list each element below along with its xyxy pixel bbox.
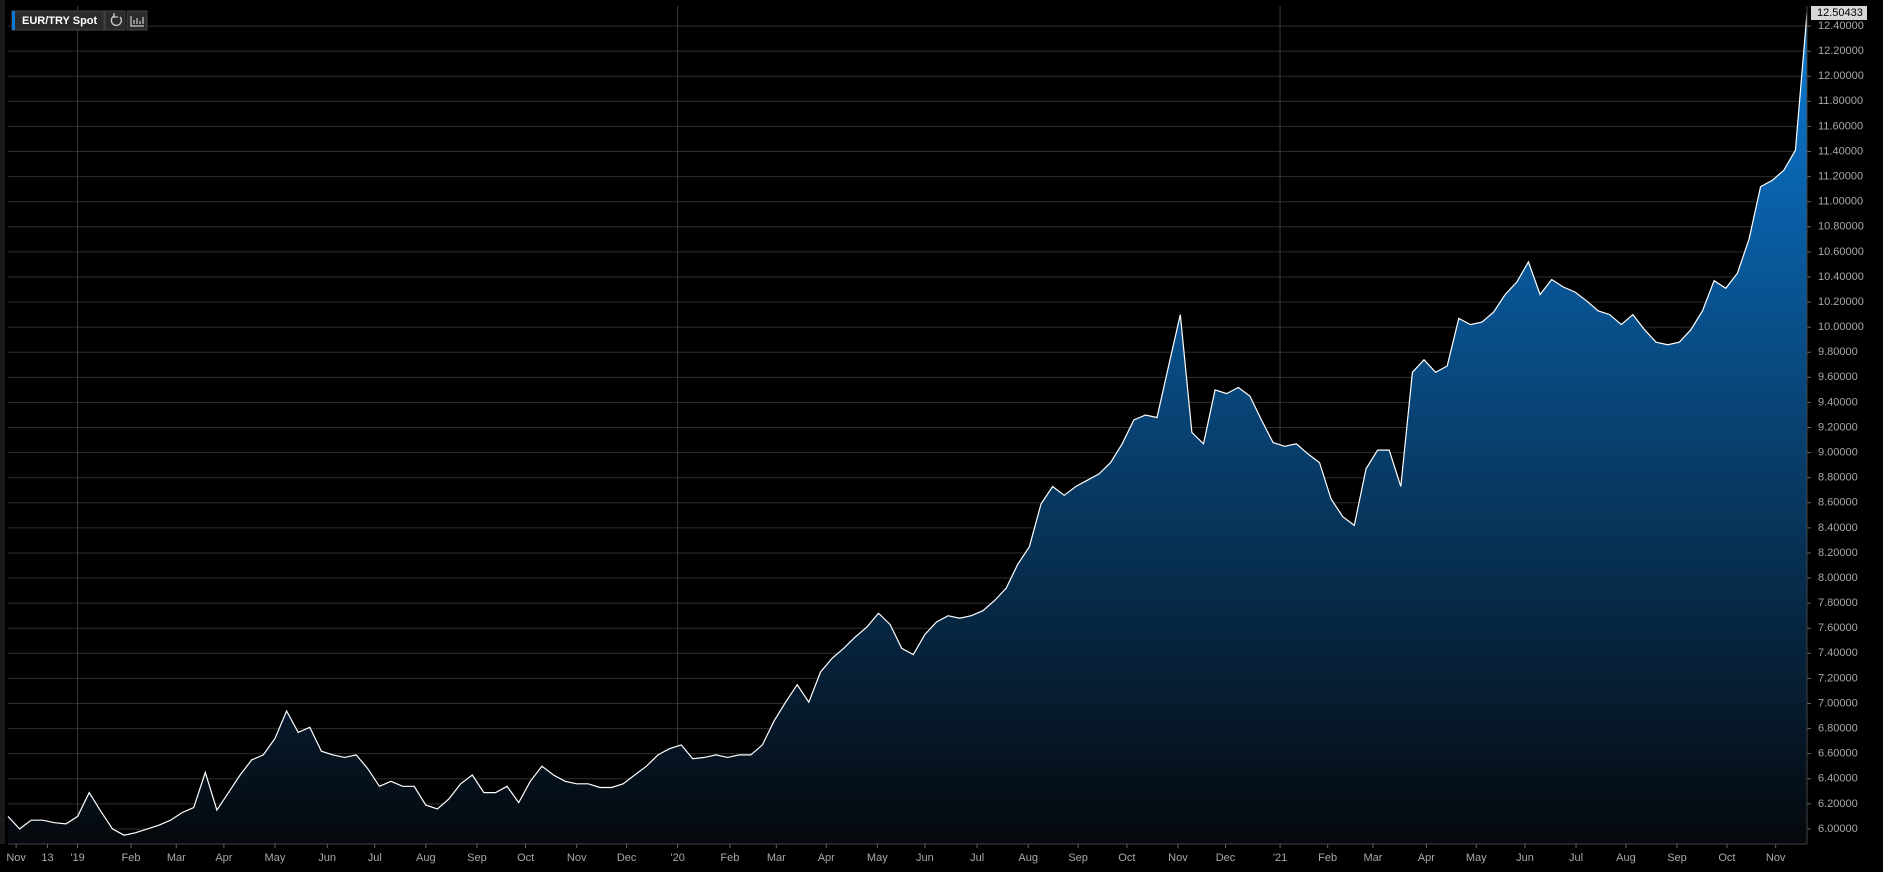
y-tick-label: 9.60000 bbox=[1818, 371, 1858, 383]
x-tick-label: Apr bbox=[1418, 852, 1435, 864]
y-tick-label: 11.00000 bbox=[1818, 196, 1863, 208]
x-tick-label: May bbox=[1466, 852, 1487, 864]
x-tick-label: Jul bbox=[368, 852, 382, 864]
y-tick-label: 12.20000 bbox=[1818, 45, 1864, 57]
y-tick-label: 11.20000 bbox=[1818, 171, 1863, 183]
y-tick-label: 12.00000 bbox=[1818, 70, 1864, 82]
y-tick-label: 11.80000 bbox=[1818, 95, 1863, 107]
x-tick-label: '20 bbox=[671, 852, 685, 864]
refresh-icon bbox=[110, 13, 122, 26]
y-tick-label: 8.40000 bbox=[1818, 522, 1858, 534]
y-tick-label: 7.20000 bbox=[1818, 672, 1858, 684]
refresh-button[interactable] bbox=[104, 10, 126, 31]
area bbox=[8, 13, 1807, 844]
y-tick-label: 11.40000 bbox=[1818, 145, 1863, 157]
y-tick-label: 8.20000 bbox=[1818, 547, 1858, 559]
y-tick-label: 11.60000 bbox=[1818, 120, 1863, 132]
y-tick-label: 8.00000 bbox=[1818, 572, 1858, 584]
y-tick-label: 10.00000 bbox=[1818, 321, 1864, 333]
last-price-box bbox=[1811, 5, 1867, 20]
x-tick-label: Aug bbox=[1616, 852, 1636, 864]
y-tick-label: 8.60000 bbox=[1818, 497, 1858, 509]
x-tick-label: May bbox=[265, 852, 286, 864]
legend-swatch bbox=[12, 11, 15, 30]
y-tick-label: 10.80000 bbox=[1818, 221, 1864, 233]
y-tick-label: 7.80000 bbox=[1818, 597, 1858, 609]
x-tick-label: Aug bbox=[1018, 852, 1038, 864]
y-tick-label: 10.20000 bbox=[1818, 296, 1864, 308]
chart-settings-icon bbox=[130, 16, 144, 27]
y-tick-label: 6.20000 bbox=[1818, 798, 1858, 810]
x-tick-label: Jun bbox=[916, 852, 934, 864]
x-tick-label: Apr bbox=[215, 852, 232, 864]
x-tick-label: Mar bbox=[167, 852, 186, 864]
legend: EUR/TRY Spot bbox=[11, 10, 148, 31]
x-tick-label: Jun bbox=[1516, 852, 1534, 864]
line bbox=[7, 12, 1808, 836]
x-tick-label: Mar bbox=[1363, 852, 1382, 864]
x-tick-label: Nov bbox=[6, 852, 26, 864]
x-tick-label: Nov bbox=[1168, 852, 1188, 864]
legend-label: EUR/TRY Spot bbox=[22, 15, 98, 27]
y-tick-label: 6.80000 bbox=[1818, 722, 1858, 734]
x-tick-label: Jun bbox=[318, 852, 336, 864]
y-tick-label: 9.40000 bbox=[1818, 396, 1858, 408]
x-tick-label: Jul bbox=[1569, 852, 1583, 864]
x-tick-label: Dec bbox=[1216, 852, 1236, 864]
y-tick-label: 9.80000 bbox=[1818, 346, 1858, 358]
y-tick-label: 7.00000 bbox=[1818, 697, 1858, 709]
y-tick-label: 7.40000 bbox=[1818, 647, 1858, 659]
x-tick-label: Nov bbox=[567, 852, 587, 864]
x-tick-label: Sep bbox=[1068, 852, 1088, 864]
x-tick-label: Oct bbox=[1118, 852, 1135, 864]
x-tick-label: Feb bbox=[1318, 852, 1337, 864]
x-tick-label: '19 bbox=[70, 852, 84, 864]
y-tick-label: 10.60000 bbox=[1818, 246, 1864, 258]
x-tick-label: Aug bbox=[416, 852, 436, 864]
y-tick-label: 12.40000 bbox=[1818, 20, 1864, 32]
left-strip bbox=[0, 0, 5, 844]
y-tick-label: 7.60000 bbox=[1818, 622, 1858, 634]
x-tick-label: Jul bbox=[970, 852, 984, 864]
y-tick-label: 6.40000 bbox=[1818, 773, 1858, 785]
x-tick-label: Apr bbox=[818, 852, 835, 864]
y-tick-label: 6.00000 bbox=[1818, 823, 1858, 835]
y-tick-label: 9.20000 bbox=[1818, 421, 1858, 433]
x-tick-label: Sep bbox=[1667, 852, 1687, 864]
x-tick-label: Feb bbox=[720, 852, 739, 864]
x-tick-label: Feb bbox=[122, 852, 141, 864]
x-tick-label: Oct bbox=[1718, 852, 1735, 864]
x-tick-label: May bbox=[867, 852, 888, 864]
y-tick-label: 8.80000 bbox=[1818, 472, 1858, 484]
x-tick-label: 13 bbox=[41, 852, 53, 864]
x-tick-label: Sep bbox=[467, 852, 487, 864]
y-tick-label: 6.60000 bbox=[1818, 748, 1858, 760]
x-tick-label: Nov bbox=[1766, 852, 1786, 864]
last-price-label: 12.50433 bbox=[1817, 7, 1863, 19]
x-tick-label: Mar bbox=[767, 852, 786, 864]
x-tick-label: Oct bbox=[517, 852, 534, 864]
y-tick-label: 9.00000 bbox=[1818, 447, 1858, 459]
x-tick-label: '21 bbox=[1273, 852, 1287, 864]
x-tick-label: Dec bbox=[617, 852, 637, 864]
y-tick-label: 10.40000 bbox=[1818, 271, 1864, 283]
